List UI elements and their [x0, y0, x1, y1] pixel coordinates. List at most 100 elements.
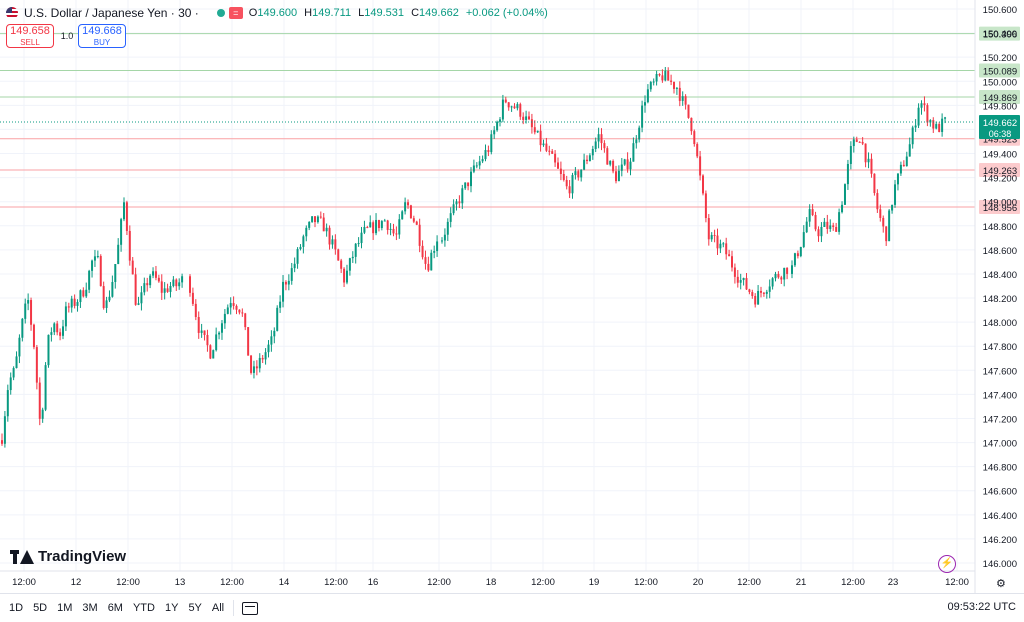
symbol-title[interactable]: U.S. Dollar / Japanese Yen · 30 · [24, 6, 199, 20]
candle-body [250, 355, 253, 373]
gear-icon[interactable]: ⚙ [996, 578, 1006, 590]
candle-body [536, 130, 539, 133]
candle-body [255, 366, 258, 369]
candle-body [41, 409, 44, 419]
range-button-5y[interactable]: 5Y [188, 602, 202, 614]
price-chart[interactable]: 150.396 150.089 149.869 149.523 149.263 148.9… [0, 0, 1024, 593]
candle-body [273, 330, 276, 337]
candle-body [742, 278, 745, 281]
candle-body [455, 201, 458, 205]
candle-body [223, 313, 226, 324]
horizontal-levels: 150.396 150.089 149.869 149.523 149.263 148.9… [0, 26, 1020, 214]
candle-body [430, 252, 433, 271]
candle-body [496, 121, 499, 131]
time-axis[interactable]: 12:00 12 12:00 13 12:00 14 12:00 16 12:00 18 12:00… [0, 570, 975, 588]
candle-body [690, 117, 693, 132]
candle-body [389, 228, 392, 230]
candle-body [783, 267, 786, 280]
candle-body [917, 107, 920, 126]
lightning-icon[interactable]: ⚡ [938, 555, 956, 573]
candle-body [707, 218, 710, 240]
candle-body [244, 313, 247, 328]
candle-body [284, 281, 287, 285]
candle-body [140, 292, 143, 304]
tradingview-logo[interactable]: TradingView [10, 548, 126, 565]
range-button-1d[interactable]: 1D [9, 602, 24, 614]
candle-body [609, 160, 612, 165]
candle-body [276, 307, 279, 331]
candle-body [270, 336, 273, 345]
last-price-tag [979, 114, 1020, 139]
candle-body [467, 182, 470, 187]
candle-body [728, 254, 731, 257]
range-button-1m[interactable]: 1M [57, 602, 73, 614]
candle-body [366, 226, 369, 228]
candle-body [808, 209, 811, 222]
range-button-1y[interactable]: 1Y [164, 602, 179, 614]
candle-body [594, 141, 597, 149]
candle-body [736, 276, 739, 283]
candle-body [380, 221, 383, 229]
price-tick-label: 146.200 [983, 535, 1017, 546]
candle-body [395, 233, 398, 235]
range-button-3m[interactable]: 3M [82, 602, 98, 614]
calendar-icon[interactable] [242, 601, 259, 615]
price-tick-label: 148.400 [983, 270, 1017, 281]
price-tick-label: 146.400 [983, 511, 1017, 522]
candle-body [802, 232, 805, 247]
candle-body [902, 164, 905, 167]
price-tick-label: 147.400 [983, 390, 1017, 401]
candle-body [507, 102, 510, 108]
candle-body [861, 141, 864, 144]
price-tick-label: 150.000 [983, 77, 1017, 88]
candle-body [504, 99, 507, 103]
change-value: +0.062 (+0.04%) [465, 7, 548, 19]
candle-body [826, 221, 829, 229]
resistance-level-label: 150.396 [983, 30, 1017, 41]
price-tick-label: 148.600 [983, 246, 1017, 257]
time-tick-label: 14 [279, 577, 290, 588]
candle-body [539, 130, 542, 146]
candle-body [545, 143, 548, 151]
candle-body [522, 116, 525, 120]
equals-icon: = [228, 7, 243, 19]
ohlc-readout: O149.600 H149.711 L149.531 C149.662 +0.0… [248, 7, 548, 19]
candle-body [638, 127, 641, 140]
quantity-value[interactable]: 1.0 [60, 31, 74, 41]
candle-body [215, 334, 218, 351]
candle-body [519, 104, 522, 117]
candle-body [615, 171, 617, 182]
candle-body [302, 236, 305, 247]
time-tick-label: 12:00 [116, 577, 140, 588]
range-button-5d[interactable]: 5D [33, 602, 48, 614]
utc-clock[interactable]: 09:53:22 UTC [947, 601, 1016, 613]
price-tick-label: 150.600 [983, 5, 1017, 16]
candle-body [209, 345, 212, 359]
time-tick-label: 20 [693, 577, 704, 588]
candle-body [481, 159, 484, 162]
price-tick-label: 150.400 [983, 29, 1017, 40]
range-button-all[interactable]: All [211, 602, 225, 614]
sell-button[interactable]: 149.658 SELL [6, 24, 54, 48]
candle-body [681, 96, 684, 101]
candle-body [710, 235, 713, 240]
candle-body [574, 171, 577, 176]
candle-body [885, 226, 888, 242]
candle-body [154, 271, 157, 278]
range-button-ytd[interactable]: YTD [132, 602, 155, 614]
bottom-toolbar: 1D 5D 1M 3M 6M YTD 1Y 5Y All 09:53:22 UTC [0, 593, 1024, 622]
price-axis[interactable]: 146.000 146.200 146.400 146.600 146.800 147.0… [974, 0, 1017, 593]
candle-body [484, 150, 487, 160]
candle-body [458, 201, 461, 204]
candle-body [525, 116, 528, 120]
time-tick-label: 12:00 [945, 577, 969, 588]
range-button-6m[interactable]: 6M [107, 602, 123, 614]
time-tick-label: 12:00 [12, 577, 36, 588]
status-pill[interactable]: = [216, 7, 243, 19]
candle-body [252, 366, 255, 373]
candle-body [475, 165, 478, 167]
candle-body [899, 164, 902, 174]
buy-button[interactable]: 149.668 BUY [78, 24, 126, 48]
chart-header: U.S. Dollar / Japanese Yen · 30 · = O149… [6, 4, 552, 22]
candle-body [316, 216, 319, 223]
